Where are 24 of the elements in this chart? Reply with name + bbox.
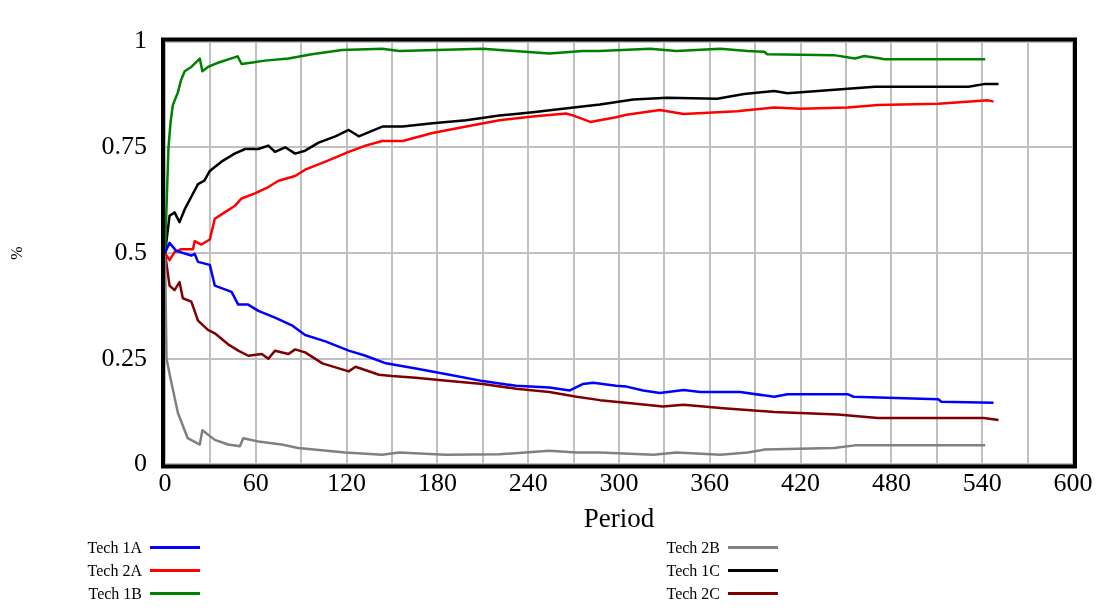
legend-label: Tech 1C [665,561,720,580]
x-tick-label: 480 [871,467,911,497]
legend-label: Tech 2A [86,561,142,580]
x-tick-label: 360 [690,467,730,497]
x-axis-title: Period [583,502,655,533]
x-tick-label: 420 [781,467,821,497]
x-tick-label: 0 [158,467,172,497]
x-tick-label: 300 [599,467,639,497]
y-tick-label: 0 [134,448,147,478]
legend-label: Tech 2C [665,584,720,603]
x-tick-label: 240 [508,467,548,497]
legend-label: Tech 1B [87,584,142,603]
x-tick-label: 120 [327,467,367,497]
legend-label: Tech 2B [665,538,720,557]
y-axis-title: % [7,246,25,260]
x-tick-label: 600 [1053,467,1093,497]
x-tick-label: 540 [962,467,1002,497]
legend-label: Tech 1A [86,538,142,557]
x-tick-label: 180 [417,467,457,497]
y-tick-label: 0.5 [114,236,147,266]
y-tick-label: 1 [134,25,147,55]
y-tick-label: 0.25 [101,342,147,372]
y-tick-label: 0.75 [101,131,147,161]
x-tick-label: 60 [242,467,269,497]
